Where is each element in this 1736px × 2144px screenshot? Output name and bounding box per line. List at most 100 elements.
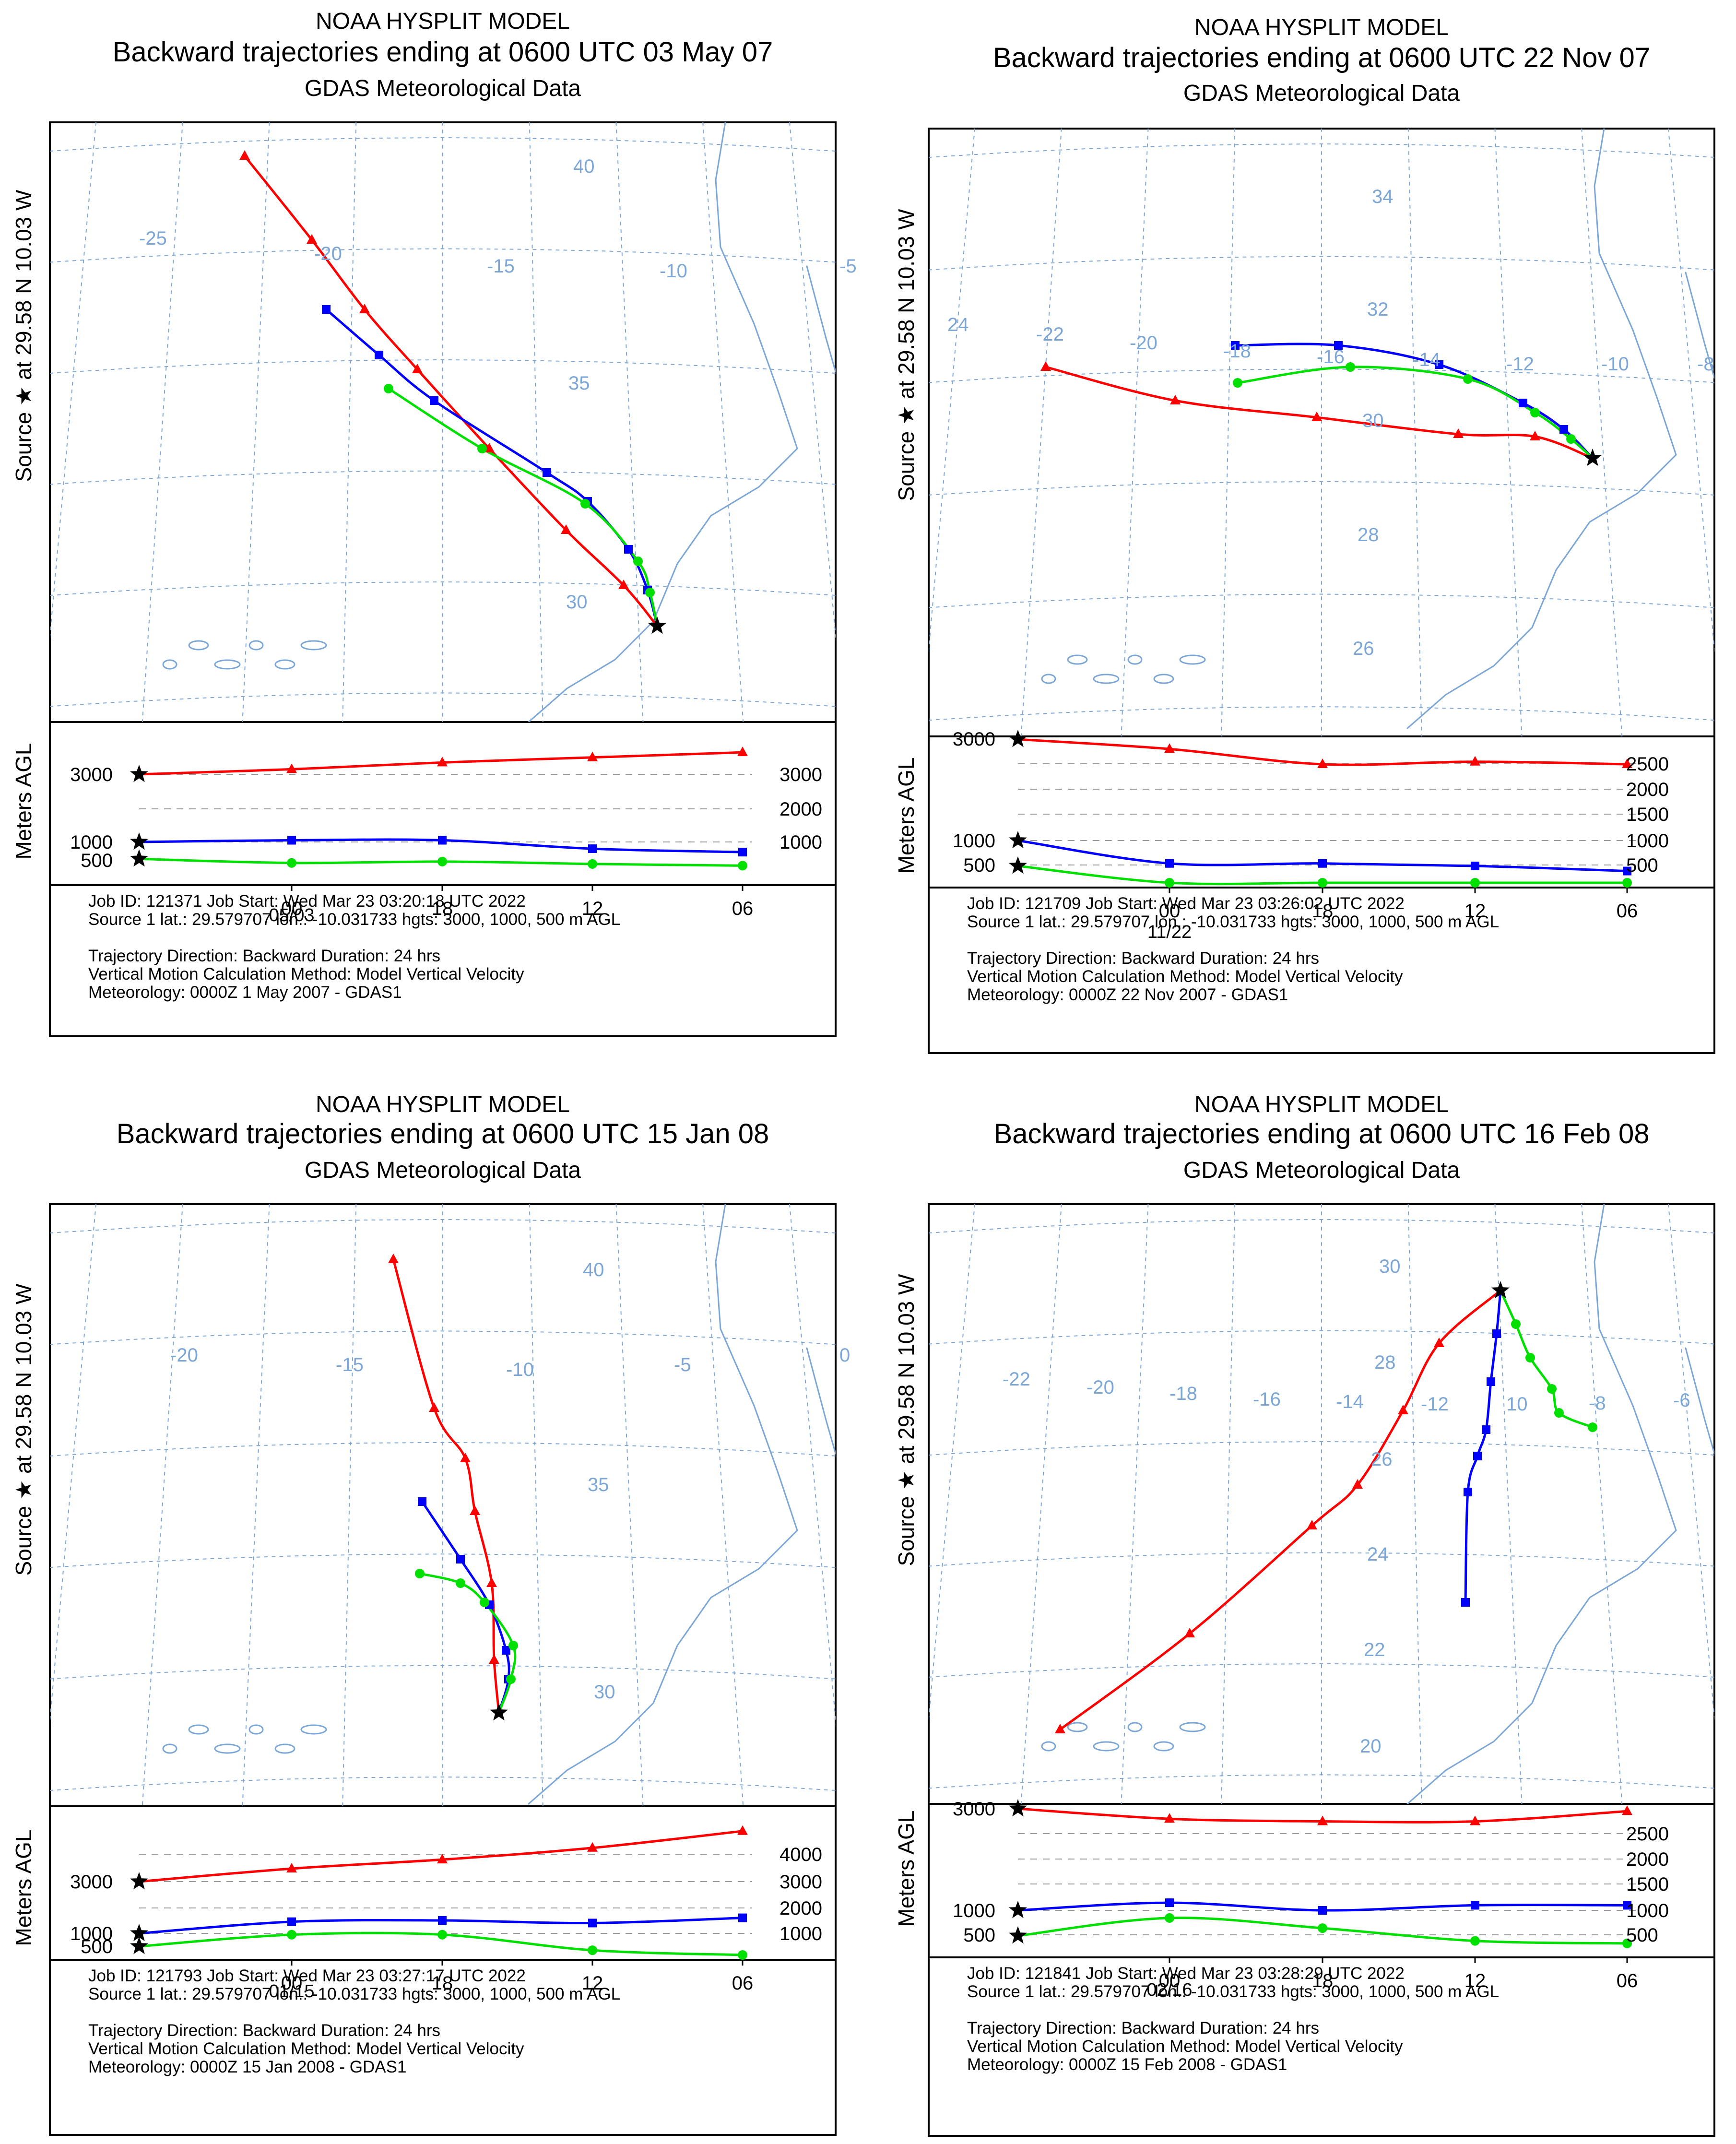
panel-1-map-t1000-marker [322, 305, 331, 314]
panel-4-map-source-star [1491, 1281, 1510, 1299]
panel-1-subtitle: Backward trajectories ending at 0600 UTC… [113, 36, 773, 68]
panel-3-coastline [528, 1204, 798, 1805]
panel-2-x-tick-label: 18 [1312, 900, 1334, 922]
panel-2-height-start-star [1009, 856, 1027, 874]
panel-3-lon-label: -10 [506, 1359, 534, 1380]
panel-2-island [1179, 654, 1206, 665]
panel-2-height-start-star [1009, 831, 1027, 849]
panel-3-ylabel: Meters AGL [11, 1830, 36, 1946]
panel-3-data-source: GDAS Meteorological Data [305, 1158, 581, 1183]
panel-3-lon-gridline [142, 1204, 183, 1806]
panel-4-info-line: Vertical Motion Calculation Method: Mode… [967, 2037, 1403, 2056]
panel-4-map-t3000-marker [1307, 1520, 1317, 1529]
panel-2-data-source: GDAS Meteorological Data [1183, 81, 1460, 106]
panel-1-height-t1000-marker [438, 836, 447, 845]
panel-1-lon-gridline [789, 122, 836, 642]
panel-3-map-t1000-marker [418, 1497, 426, 1506]
panel-1-height-t1000-marker [588, 844, 597, 853]
panel-1-lon-label: -20 [314, 243, 342, 264]
panel-1-source-label: Source ★ at 29.58 N 10.03 W [11, 190, 36, 482]
panel-3-subtitle: Backward trajectories ending at 0600 UTC… [117, 1118, 769, 1149]
panel-2-lon-label: -16 [1317, 346, 1345, 367]
panel-4-map-t1000-marker [1492, 1329, 1501, 1338]
panel-4-x-tick-label: 12 [1464, 1970, 1486, 1991]
panel-3-height-start-star [130, 1937, 148, 1954]
panel-4-lat-label: 30 [1379, 1256, 1401, 1277]
panel-3-map-t3000-marker [470, 1505, 480, 1515]
panel-1-height-start-star [130, 849, 148, 867]
panel-3-island [214, 1743, 241, 1754]
panel-2-right-tick: 2500 [1626, 754, 1669, 775]
panel-3-island [274, 1743, 295, 1754]
panel-3-height-t3000-marker [587, 1842, 598, 1852]
panel-1-lat-label: 35 [568, 373, 590, 394]
panel-4-island [1041, 1741, 1056, 1752]
panel-2-map-t3000-marker [1040, 361, 1051, 371]
panel-3-lon-label: -5 [674, 1354, 691, 1375]
panel-3-left-tick: 3000 [70, 1872, 113, 1893]
panel-3-x-tick-label: 12 [582, 1973, 603, 1994]
panel-4-info-line: Trajectory Direction: Backward Duration:… [967, 2019, 1319, 2037]
panel-2-island [1041, 674, 1056, 684]
panel-1-island [188, 640, 209, 651]
panel-3-x-tick-label: 00 [281, 1973, 303, 1994]
panel-4-map-t3000-marker [1055, 1724, 1065, 1733]
panel-4-lat-gridline [929, 1330, 1714, 1345]
panel-1-island [214, 659, 241, 670]
panel-4-info-line: Source 1 lat.: 29.579707 lon.: -10.03173… [967, 1982, 1499, 2001]
panel-2-lon-label: -8 [1697, 354, 1714, 375]
panel-4-map-t3000-marker [1434, 1338, 1444, 1347]
panel-1-map-t1000-marker [375, 351, 383, 359]
panel-1-lon-label: -5 [839, 256, 857, 277]
panel-1-island [248, 640, 264, 651]
panel-1-map-t500-marker [384, 384, 393, 393]
panel-2-height-t500-marker [1165, 878, 1174, 888]
panel-3-island [162, 1743, 177, 1754]
panel-1-info-line: Job ID: 121371 Job Start: Wed Mar 23 03:… [88, 892, 526, 911]
map-content [929, 129, 1714, 736]
panel-2-x-tick-label: 06 [1617, 900, 1638, 922]
panel-3-lat-label: 35 [588, 1474, 609, 1495]
panel-1-lon-gridline [615, 122, 644, 722]
panel-2-height-t500-marker [1470, 878, 1480, 888]
panel-4-right-tick: 1000 [1626, 1900, 1669, 1921]
panel-2-info-line: Source 1 lat.: 29.579707 lon.: -10.03173… [967, 912, 1499, 931]
panel-3-height-t500-marker [588, 1945, 597, 1955]
panel-1-x-tick-label: 00 [281, 898, 303, 919]
panel-4-height-t500-marker [1165, 1913, 1174, 1923]
panel-2-height-start-star [1009, 730, 1027, 747]
panel-3-height-t1000-marker [438, 1916, 447, 1925]
panel-4-lon-label: -16 [1253, 1389, 1281, 1410]
panel-2-coastline [1406, 129, 1677, 729]
panel-1-map-source-star [648, 616, 666, 634]
panel-3-right-tick: 4000 [779, 1844, 822, 1865]
panel-1-lon-gridline [50, 122, 96, 642]
panel-1-coastline [806, 265, 836, 373]
panel-3-lon-gridline [242, 1204, 270, 1806]
panel-3-height-t3000-marker [286, 1863, 297, 1872]
panel-4-map-t500-marker [1554, 1408, 1564, 1418]
panel-2-right-tick: 1000 [1626, 830, 1669, 852]
panel-2-lon-label: -18 [1223, 341, 1251, 362]
panel-4-map-t3000-marker [1352, 1479, 1363, 1489]
panel-4-island [1067, 1722, 1088, 1732]
panel-4-lon-label: -12 [1421, 1394, 1449, 1415]
panel-1-map-t1000-marker [624, 545, 633, 554]
panel-4-lon-gridline [1020, 1204, 1062, 1804]
panel-2-ylabel: Meters AGL [894, 758, 919, 874]
panel-1-lon-label: -25 [139, 228, 167, 249]
panel-2-map-t500-marker [1463, 374, 1473, 384]
map-content [50, 122, 836, 722]
panel-3-height-t3000-marker [437, 1854, 448, 1864]
panel-2-lon-label: -20 [1130, 332, 1157, 354]
panel-1-left-tick: 500 [81, 850, 113, 871]
panel-1-height-t500-marker [738, 861, 747, 871]
panel-3-island [248, 1724, 264, 1735]
panel-4-map-t1000-marker [1464, 1488, 1472, 1496]
panel-1-coastline [528, 122, 798, 722]
panel-4-height-t500-marker [1318, 1923, 1327, 1933]
panel-4-height-t3000-marker [1164, 1813, 1175, 1823]
panel-4-title: NOAA HYSPLIT MODEL [1194, 1092, 1449, 1117]
panel-2-map-t500-marker [1346, 362, 1355, 372]
panel-2-island [1127, 654, 1143, 665]
